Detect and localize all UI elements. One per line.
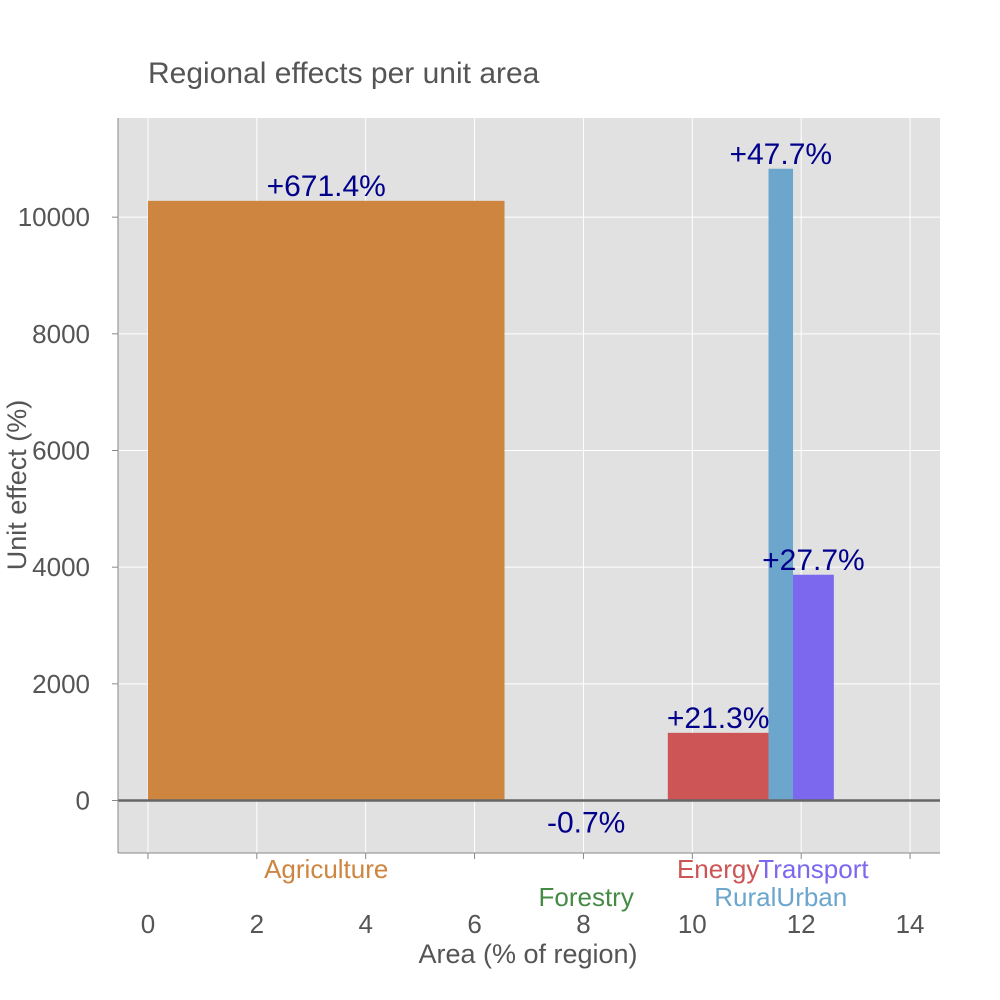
category-label: Transport xyxy=(758,854,869,884)
y-tick-label: 6000 xyxy=(32,436,90,466)
bar-ruralurban xyxy=(768,168,794,801)
category-label: Energy xyxy=(677,854,759,884)
category-label: RuralUrban xyxy=(714,882,847,912)
x-tick-label: 6 xyxy=(467,909,481,939)
bar-value-label: +671.4% xyxy=(267,170,386,203)
category-label: Agriculture xyxy=(264,854,388,884)
x-tick-label: 4 xyxy=(358,909,372,939)
bar-value-label: +21.3% xyxy=(667,702,770,735)
category-labels: Agriculture Forestry EnergyRuralUrbanTrans… xyxy=(264,854,869,912)
y-tick-label: 4000 xyxy=(32,552,90,582)
bar-value-label: +47.7% xyxy=(729,138,832,171)
y-tick-label: 0 xyxy=(76,786,90,816)
bar-agriculture xyxy=(147,200,505,801)
bar-value-label: +27.7% xyxy=(762,544,865,577)
bars xyxy=(147,168,834,802)
category-label: Forestry xyxy=(538,882,633,912)
y-axis-title: Unit effect (%) xyxy=(2,400,32,571)
bar-energy xyxy=(667,732,769,801)
x-tick-label: 0 xyxy=(141,909,155,939)
x-tick-label: 12 xyxy=(787,909,816,939)
bar-labels: +671.4% -0.7% +21.3% +47.7% +27.7% xyxy=(267,138,865,840)
x-tick-label: 14 xyxy=(896,909,925,939)
bar-value-label: -0.7% xyxy=(547,807,625,840)
x-tick-label: 10 xyxy=(678,909,707,939)
y-tick-label: 2000 xyxy=(32,669,90,699)
x-tick-label: 2 xyxy=(250,909,264,939)
y-tick-label: 10000 xyxy=(18,202,90,232)
x-axis-title: Area (% of region) xyxy=(418,939,637,969)
y-tick-label: 8000 xyxy=(32,319,90,349)
axes: 0 2 4 6 8 10 12 14 0 2000 4000 6000 8000 10000 xyxy=(18,118,940,939)
chart-title: Regional effects per unit area xyxy=(148,57,540,90)
x-tick-label: 8 xyxy=(576,909,590,939)
bar-transport xyxy=(793,574,834,801)
